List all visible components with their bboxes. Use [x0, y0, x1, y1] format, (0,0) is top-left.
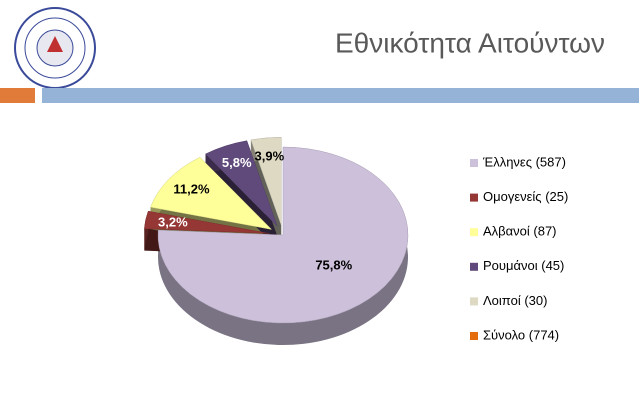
legend-swatch [470, 332, 478, 340]
legend-swatch [470, 297, 478, 306]
slice [250, 137, 282, 226]
legend-swatch [470, 193, 478, 202]
legend-swatch [470, 159, 478, 167]
data-label: 3,9% [255, 149, 285, 164]
legend-label: Λοιποί (30) [483, 293, 547, 308]
legend-swatch [470, 228, 478, 237]
legend-label: Ρουμάνοι (45) [483, 258, 564, 273]
legend-label: Έλληνες (587) [482, 154, 566, 169]
slice [150, 156, 273, 230]
logo [14, 7, 96, 89]
data-label: 11,2% [173, 182, 210, 197]
header-bar [42, 88, 639, 103]
slice [205, 140, 278, 227]
legend-label: Ομογενείς (25) [483, 189, 568, 204]
data-label: 5,8% [222, 155, 252, 170]
legend-label: Σύνολο (774) [483, 327, 559, 342]
slice [144, 210, 270, 234]
legend-label: Αλβανοί (87) [483, 224, 557, 239]
slice [157, 146, 409, 324]
data-label: 3,2% [158, 214, 188, 229]
accent-bar [0, 88, 35, 103]
data-label: 75,8% [315, 258, 352, 273]
legend-swatch [470, 262, 478, 271]
chart-title: Εθνικότητα Αιτούντων [335, 27, 605, 58]
